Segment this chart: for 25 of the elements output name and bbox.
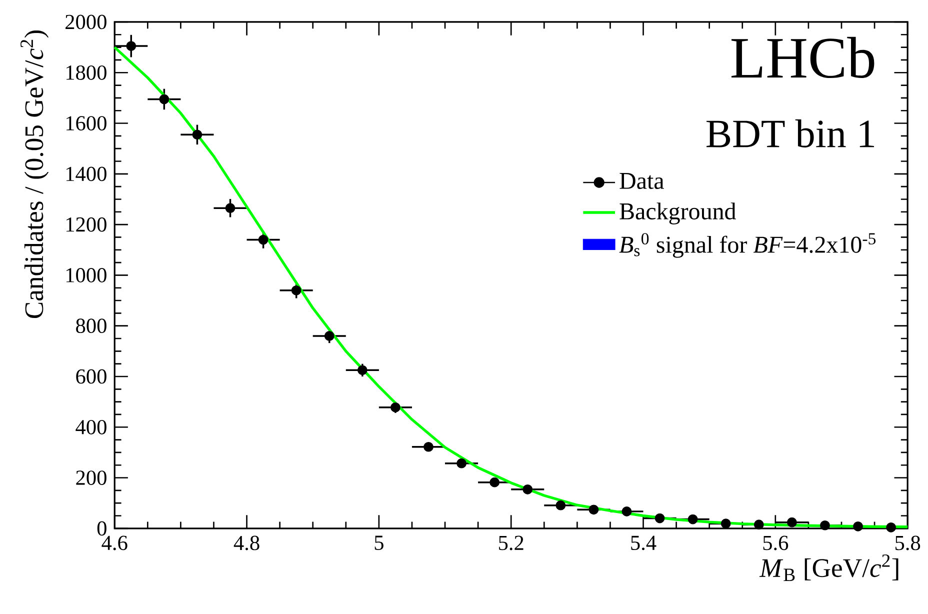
- y-tick-label: 1800: [66, 66, 106, 80]
- y-tick-label: 600: [76, 369, 106, 384]
- x-tick-label: 5.8: [895, 536, 920, 550]
- x-tick-label: 5.6: [763, 536, 788, 550]
- y-tick-label: 0: [97, 521, 106, 536]
- x-axis-title: M$_{B}$ [GeV/c$^{2}$]: [759, 554, 898, 582]
- x-tick-label: 4.8: [234, 536, 260, 550]
- y-tick-label: 1000: [66, 268, 106, 283]
- legend-label: Background: [620, 202, 736, 225]
- x-tick-label: 5.2: [499, 536, 524, 550]
- y-tick-label: 1400: [66, 166, 106, 182]
- y-tick-label: 1600: [66, 116, 106, 131]
- y-tick-label: 2000: [66, 14, 106, 30]
- legend-label: Data: [620, 173, 664, 190]
- y-tick-label: 800: [76, 318, 106, 334]
- y-tick-label: 400: [76, 420, 106, 434]
- y-axis-title: Candidates / (0.05 GeV/c$^{2}$): [20, 30, 49, 318]
- x-tick-label: 4.6: [102, 536, 128, 550]
- x-tick-label: 5.4: [631, 536, 656, 550]
- annotation: LHCb: [732, 36, 874, 78]
- x-tick-label: 5: [374, 536, 384, 550]
- annotation: BDT bin 1: [706, 119, 874, 148]
- legend-label: B$_{s}$$^{0}$ signal for BF=4.2x10$^{-5}$: [619, 233, 876, 258]
- y-tick-label: 1200: [66, 218, 106, 232]
- y-tick-label: 200: [76, 470, 106, 486]
